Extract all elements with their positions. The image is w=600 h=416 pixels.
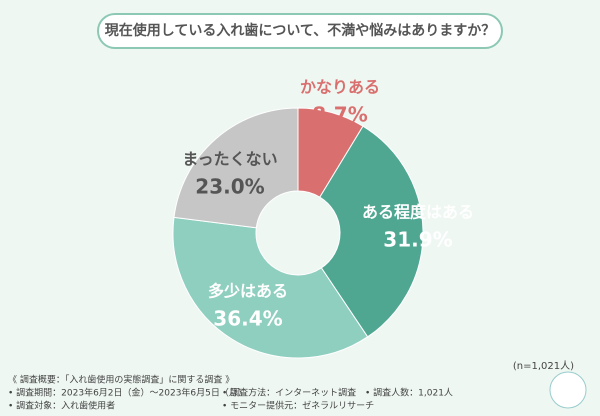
category-label: まったくない — [182, 150, 277, 169]
donut-segment — [172, 216, 369, 359]
donut-segment — [319, 125, 424, 338]
sample-note: (n=1,021人) — [513, 360, 574, 372]
title-box — [97, 13, 503, 49]
value-label: 36.4% — [213, 307, 282, 331]
category-label: 多少はある — [208, 282, 288, 301]
value-label: 8.7% — [312, 103, 367, 127]
chart-title: 現在使用している入れ歯について、不満や悩みはありますか？ — [105, 22, 495, 39]
footer-text: 《 調査概要：「入れ歯使用の実態調査」に関する調査 》 — [8, 374, 234, 386]
footer-text: • 調査方法：インターネット調査 — [222, 387, 356, 399]
logo — [549, 371, 587, 409]
footer-text: • 調査対象：入れ歯使用者 — [8, 400, 115, 412]
footer-text: • モニター提供元：ゼネラルリサーチ — [222, 400, 374, 412]
value-label: 31.9% — [383, 228, 452, 252]
footer-text: • 調査人数：1,021人 — [365, 387, 453, 399]
category-label: かなりある — [300, 78, 380, 97]
category-label: ある程度はある — [362, 203, 474, 222]
value-label: 23.0% — [195, 175, 264, 199]
footer-text: • 調査期間：2023年6月2日（金）～2023年6月5日（月） — [8, 387, 247, 399]
donut-segment — [173, 107, 299, 229]
